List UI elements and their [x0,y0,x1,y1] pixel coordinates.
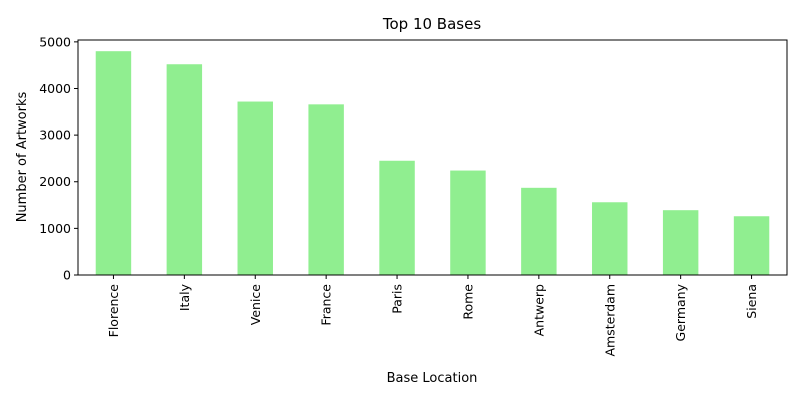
x-axis-ticks: Florence Italy Venice France Paris Rome Antwer… [106,275,759,357]
x-tick-label: Italy [177,283,192,311]
x-tick-label: Antwerp [531,284,546,336]
bar-siena [733,216,770,275]
bar-italy [166,64,203,275]
y-tick-label: 1000 [39,221,71,236]
y-tick-label: 2000 [39,174,71,189]
x-tick-label: Florence [106,284,121,338]
x-axis-label: Base Location [387,371,478,386]
bar-paris [379,160,415,275]
bar-venice [237,101,273,275]
x-tick-label: Germany [673,283,688,341]
y-tick-label: 3000 [39,128,71,143]
bar-florence [95,51,132,275]
x-tick-label: Amsterdam [602,284,617,357]
y-axis-label: Number of Artworks [15,91,30,222]
bar-france [308,104,344,275]
bars-layer [95,51,770,275]
y-tick-label: 0 [63,268,71,283]
bar-rome [450,170,486,275]
y-tick-label: 5000 [39,34,71,49]
x-tick-label: Paris [390,284,405,314]
y-tick-label: 4000 [39,81,71,96]
y-axis-ticks: 0 1000 2000 3000 4000 5000 [39,34,78,283]
plot-frame [77,39,788,276]
x-tick-label: Rome [460,284,475,320]
bar-germany [662,210,699,275]
x-tick-label: France [319,284,334,326]
chart-title: Top 10 Bases [382,15,481,33]
x-tick-label: Venice [248,284,263,326]
axes-layer [77,39,788,276]
bar-amsterdam [592,202,628,275]
x-tick-label: Siena [744,284,759,319]
bar-antwerp [521,187,557,275]
